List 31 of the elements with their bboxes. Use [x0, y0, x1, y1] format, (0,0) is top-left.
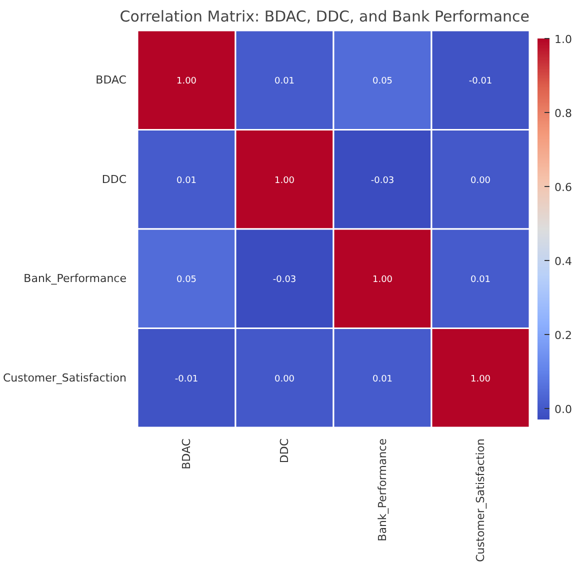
- data-label: 0.01: [274, 76, 295, 87]
- data-label: 0.01: [470, 275, 491, 286]
- data-label: 0.01: [372, 374, 393, 384]
- color-bar-label: 0.8: [554, 106, 572, 120]
- data-label: 1.00: [470, 374, 491, 384]
- color-bar-label: 1.0: [554, 33, 572, 46]
- data-label: -0.01: [468, 76, 492, 87]
- data-label: 0.05: [372, 76, 393, 87]
- x-tick-label: BDAC: [180, 438, 193, 470]
- y-tick-label: DDC: [102, 172, 127, 186]
- data-label: -0.01: [174, 374, 198, 384]
- data-label: 0.00: [470, 176, 491, 186]
- data-label: 1.00: [176, 76, 197, 87]
- color-bar-label: 0.4: [554, 254, 572, 268]
- data-label: 1.00: [274, 176, 295, 186]
- y-tick-label: BDAC: [96, 74, 127, 87]
- x-tick-label: Bank_Performance: [376, 438, 389, 542]
- chart-title: Correlation Matrix: BDAC, DDC, and Bank Performance: [120, 8, 530, 26]
- data-label: 0.01: [176, 176, 197, 186]
- color-bar-label: 0.6: [554, 180, 572, 194]
- data-label: -0.03: [272, 275, 296, 286]
- data-label: 0.00: [274, 374, 295, 384]
- data-label: -0.03: [370, 176, 394, 186]
- color-bar-label: 0.2: [554, 328, 572, 342]
- x-tick-label: DDC: [278, 438, 291, 464]
- color-bar-label: 0.0: [554, 402, 572, 416]
- data-label: 1.00: [372, 275, 393, 286]
- y-tick-label: Customer_Satisfaction: [3, 371, 127, 384]
- x-tick-label: Customer_Satisfaction: [474, 438, 487, 562]
- data-label: 0.05: [176, 275, 197, 286]
- y-tick-label: Bank_Performance: [24, 272, 127, 286]
